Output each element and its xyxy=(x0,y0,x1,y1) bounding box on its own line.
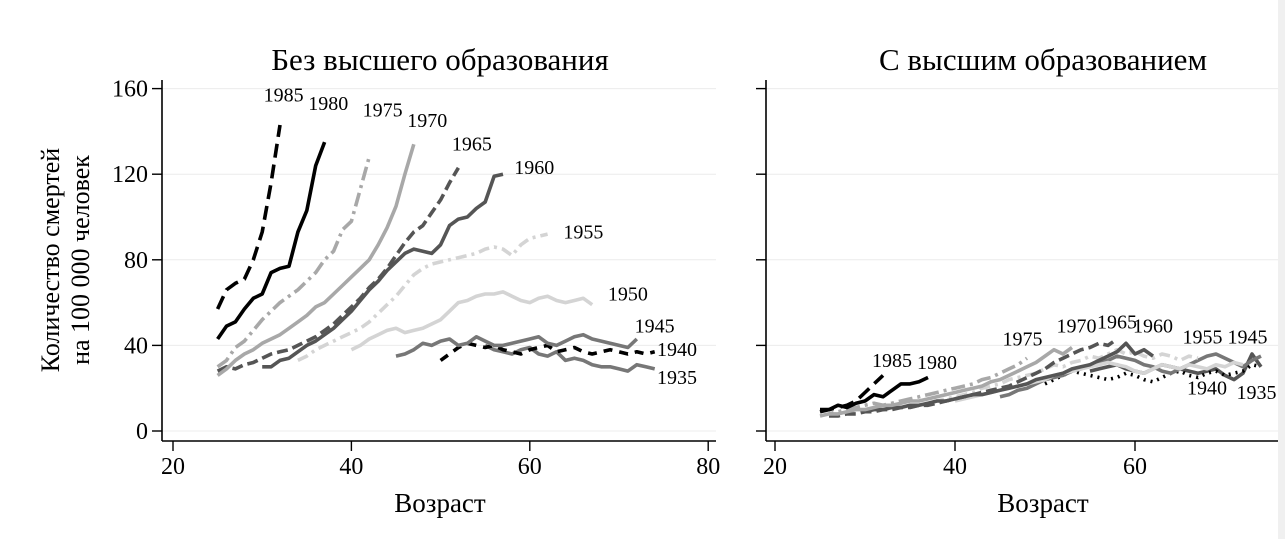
series-line-1970 xyxy=(216,143,416,377)
series-label-1965: 1965 xyxy=(1097,311,1137,333)
y-tick-label: 120 xyxy=(112,162,148,188)
series-line-1960 xyxy=(262,172,504,369)
series-line-1950 xyxy=(350,290,594,352)
series-label-1975: 1975 xyxy=(363,99,403,121)
x-tick-label: 20 xyxy=(763,454,787,480)
series-label-1960: 1960 xyxy=(514,157,554,179)
x-tick-label: 40 xyxy=(339,454,363,480)
series-label-1935: 1935 xyxy=(1237,382,1277,404)
series-label-1980: 1980 xyxy=(308,93,348,115)
y-axis-label: Количество смертей на 100 000 человек xyxy=(36,148,96,372)
series-label-1950: 1950 xyxy=(608,283,648,305)
series-label-1985: 1985 xyxy=(264,84,304,106)
series-line-1985 xyxy=(215,124,282,310)
series-line-1975 xyxy=(216,156,371,369)
series-label-1970: 1970 xyxy=(407,110,447,132)
panel-right-x-axis-label: Возраст xyxy=(997,488,1089,518)
series-label-1975: 1975 xyxy=(1003,328,1043,350)
window-edge-strip xyxy=(1278,0,1285,539)
y-tick-label: 160 xyxy=(112,77,148,103)
y-axis-label-line1: Количество смертей xyxy=(36,147,65,373)
series-label-1940: 1940 xyxy=(1187,378,1227,400)
panel-left-title: Без высшего образования xyxy=(271,42,609,77)
series-line-1965 xyxy=(216,166,460,373)
series-label-1940: 1940 xyxy=(657,339,697,361)
series-label-1980: 1980 xyxy=(917,352,957,374)
series-line-1935 xyxy=(484,343,656,373)
series-line-1980 xyxy=(820,375,929,412)
series-label-1985: 1985 xyxy=(872,350,912,372)
series-label-1960: 1960 xyxy=(1133,316,1173,338)
series-label-1965: 1965 xyxy=(452,134,492,156)
panel-left-x-axis-label: Возраст xyxy=(394,488,486,518)
series-line-1945 xyxy=(395,332,639,358)
series-line-1955 xyxy=(297,232,549,363)
series-label-1955: 1955 xyxy=(563,221,603,243)
series-line-1980 xyxy=(216,141,327,341)
series-label-1955: 1955 xyxy=(1183,326,1223,348)
x-tick-label: 40 xyxy=(943,454,967,480)
x-tick-label: 60 xyxy=(1123,454,1147,480)
series-line-1985 xyxy=(819,374,885,414)
y-tick-label: 40 xyxy=(124,333,148,359)
series-label-1945: 1945 xyxy=(1228,326,1268,348)
series-label-1935: 1935 xyxy=(657,367,697,389)
series-label-1970: 1970 xyxy=(1057,316,1097,338)
series-line-1965 xyxy=(829,337,1119,418)
series-line-1975 xyxy=(819,356,1029,418)
x-tick-label: 20 xyxy=(161,454,185,480)
x-tick-label: 80 xyxy=(696,454,720,480)
series-label-1945: 1945 xyxy=(635,316,675,338)
series-line-1970 xyxy=(829,346,1074,416)
x-tick-label: 60 xyxy=(518,454,542,480)
y-tick-label: 0 xyxy=(136,419,148,445)
y-axis-label-line2: на 100 000 человек xyxy=(66,155,95,365)
panel-right-title: С высшим образованием xyxy=(878,42,1208,77)
series-line-1940 xyxy=(439,341,656,362)
y-tick-label: 80 xyxy=(124,248,148,274)
